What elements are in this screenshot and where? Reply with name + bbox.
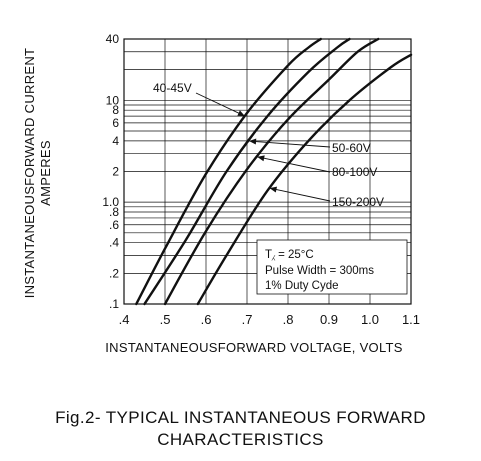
series-label-40-45V: 40-45V	[153, 81, 192, 95]
series-arrowhead-80-100V	[257, 155, 265, 162]
x-tick-label: 0.9	[320, 312, 338, 327]
y-tick-label: .4	[109, 236, 119, 250]
series-label-50-60V: 50-60V	[332, 141, 371, 155]
x-tick-label: 1.0	[361, 312, 379, 327]
y-tick-label: .8	[109, 205, 119, 219]
y-tick-label: 6	[112, 116, 119, 130]
y-tick-label: 4	[112, 134, 119, 148]
series-leader-40-45V	[195, 92, 246, 117]
x-tick-label: 1.1	[402, 312, 420, 327]
x-tick-label: .5	[160, 312, 171, 327]
series-line-80-100V	[163, 37, 380, 306]
x-tick-label: .6	[201, 312, 212, 327]
series-label-80-100V: 80-100V	[332, 165, 377, 179]
condition-tj: T⁁ = 25°C	[265, 249, 314, 261]
x-tick-label: .4	[119, 312, 130, 327]
x-tick-label: .7	[242, 312, 253, 327]
condition-duty: 1% Duty Cyde	[265, 280, 339, 292]
figure-caption-line2: CHARACTERISTICS	[157, 430, 324, 449]
y-tick-label: 1.0	[102, 195, 119, 209]
series-leader-150-200V	[269, 187, 331, 202]
series-line-150-200V	[196, 53, 413, 306]
y-axis-title-line1: INSTANTANEOUSFORWARD CURRENT	[22, 48, 37, 299]
y-axis-title-line2: AMPERES	[38, 140, 53, 206]
plot-frame	[123, 38, 412, 305]
chart-grid	[123, 38, 412, 305]
x-axis-title: INSTANTANEOUSFORWARD VOLTAGE, VOLTS	[105, 340, 403, 355]
y-tick-label: .2	[109, 266, 119, 280]
y-tick-label: 8	[112, 103, 119, 117]
y-tick-label: .6	[109, 218, 119, 232]
series-arrowhead-150-200V	[269, 186, 278, 193]
x-tick-label: .8	[283, 312, 294, 327]
y-tick-label: .1	[109, 297, 119, 311]
y-tick-label: 10	[106, 93, 120, 107]
series-label-150-200V: 150-200V	[332, 195, 384, 209]
forward-characteristics-chart: .4.5.6.7.8 0.9 1.0 1.1.1.2.4.6.81.024681040…	[22, 32, 420, 355]
series-line-50-60V	[143, 37, 351, 306]
series-leader-80-100V	[257, 156, 331, 173]
series-leader-50-60V	[249, 140, 331, 148]
series-labels: 40-45V 50-60V 80-100V 150-200V	[153, 81, 384, 209]
series-arrowhead-40-45V	[237, 110, 245, 117]
figure-caption-line1: Fig.2- TYPICAL INSTANTANEOUS FORWARD	[55, 408, 426, 427]
condition-pulse: Pulse Width = 300ms	[265, 265, 374, 277]
y-tick-label: 40	[106, 32, 120, 46]
conditions-box	[256, 239, 408, 295]
y-tick-label: 2	[112, 165, 119, 179]
series-arrowhead-50-60V	[249, 138, 257, 145]
